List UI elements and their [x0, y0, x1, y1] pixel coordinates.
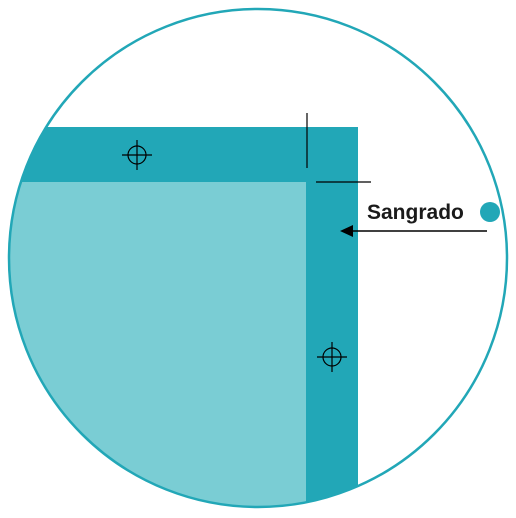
pointer-arrow-icon: [340, 225, 487, 237]
label-dot-icon: [480, 202, 500, 222]
registration-mark-icon: [317, 342, 347, 372]
bleed-label: Sangrado: [367, 201, 464, 224]
page-area: [9, 182, 306, 507]
zoom-circle-outline: [7, 7, 509, 509]
registration-mark-icon: [122, 140, 152, 170]
